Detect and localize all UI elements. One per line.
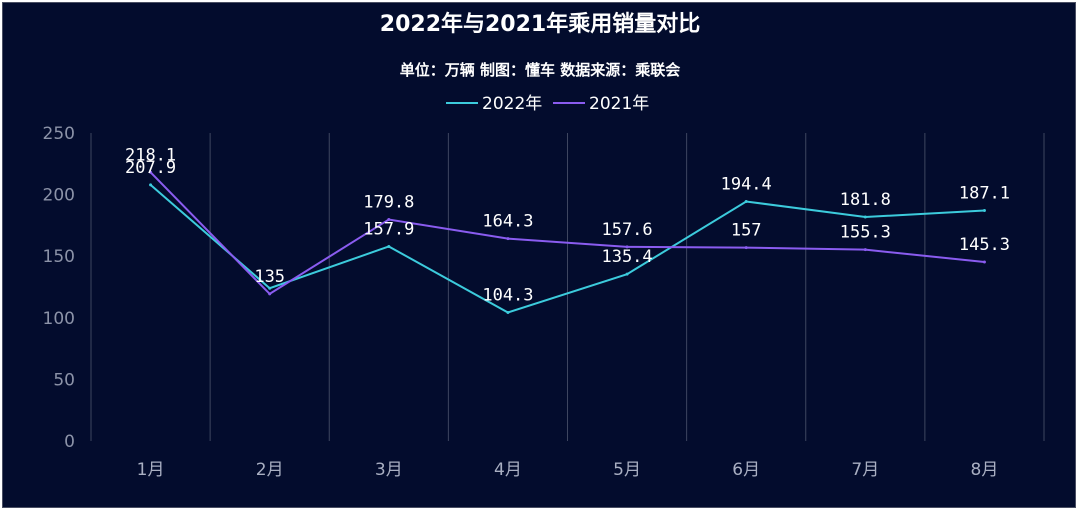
data-label: 181.8 bbox=[840, 190, 891, 210]
data-point[interactable] bbox=[863, 248, 867, 252]
x-axis: 1月 2月 3月 4月 5月 6月 7月 8月 bbox=[137, 460, 999, 480]
y-tick-label: 200 bbox=[43, 186, 75, 206]
data-point[interactable] bbox=[387, 244, 391, 248]
gridlines bbox=[90, 133, 1045, 441]
data-point[interactable] bbox=[506, 311, 510, 315]
data-label: 179.8 bbox=[363, 192, 414, 212]
data-point[interactable] bbox=[506, 237, 510, 241]
series-line-2021年[interactable] bbox=[149, 171, 985, 296]
y-tick-label: 0 bbox=[64, 432, 75, 452]
x-tick-label: 6月 bbox=[732, 460, 760, 480]
data-label: 157.9 bbox=[363, 219, 414, 239]
x-tick-label: 7月 bbox=[851, 460, 879, 480]
data-point[interactable] bbox=[744, 199, 748, 203]
data-label: 104.3 bbox=[482, 286, 533, 306]
x-tick-label: 4月 bbox=[494, 460, 522, 480]
data-point[interactable] bbox=[744, 246, 748, 250]
data-point[interactable] bbox=[387, 217, 391, 221]
data-label: 218.1 bbox=[125, 145, 176, 165]
data-point[interactable] bbox=[982, 260, 986, 264]
data-label: 207.9 bbox=[125, 158, 176, 178]
data-point[interactable] bbox=[149, 170, 153, 174]
x-tick-label: 2月 bbox=[256, 460, 284, 480]
line-chart: 2022年与2021年乘用销量对比 单位：万辆 制图：懂车 数据来源：乘联会 2… bbox=[43, 11, 1045, 480]
y-axis: 0 50 100 150 200 250 bbox=[43, 124, 75, 452]
data-labels: 207.9 157.9 104.3 135.4 194.4 181.8 187.1 218.1… bbox=[125, 145, 1010, 305]
y-tick-label: 50 bbox=[53, 370, 75, 390]
legend-item-2022[interactable]: 2022年 bbox=[446, 94, 542, 114]
chart-subtitle: 单位：万辆 制图：懂车 数据来源：乘联会 bbox=[400, 61, 680, 79]
data-point[interactable] bbox=[625, 272, 629, 276]
y-tick-label: 250 bbox=[43, 124, 75, 144]
data-label: 157.6 bbox=[601, 220, 652, 240]
legend-label-2022: 2022年 bbox=[482, 94, 542, 114]
data-label: 194.4 bbox=[721, 174, 772, 194]
series-lines bbox=[149, 170, 986, 315]
data-point[interactable] bbox=[982, 208, 986, 212]
x-tick-label: 1月 bbox=[137, 460, 165, 480]
data-label: 157 bbox=[731, 221, 762, 241]
x-tick-label: 3月 bbox=[375, 460, 403, 480]
x-tick-label: 8月 bbox=[971, 460, 999, 480]
data-point[interactable] bbox=[268, 292, 272, 296]
chart-title: 2022年与2021年乘用销量对比 bbox=[380, 11, 700, 37]
data-label: 145.3 bbox=[959, 235, 1010, 255]
data-label: 135.4 bbox=[601, 247, 652, 267]
data-label: 135 bbox=[254, 267, 285, 287]
y-tick-label: 150 bbox=[43, 247, 75, 267]
data-label: 155.3 bbox=[840, 223, 891, 243]
legend-item-2021[interactable]: 2021年 bbox=[553, 94, 649, 114]
chart-container: 2022年与2021年乘用销量对比 单位：万辆 制图：懂车 数据来源：乘联会 2… bbox=[2, 2, 1076, 508]
legend-label-2021: 2021年 bbox=[589, 94, 649, 114]
x-tick-label: 5月 bbox=[613, 460, 641, 480]
data-point[interactable] bbox=[268, 286, 272, 290]
data-point[interactable] bbox=[625, 245, 629, 249]
legend[interactable]: 2022年 2021年 bbox=[446, 94, 649, 114]
data-label: 164.3 bbox=[482, 212, 533, 232]
data-point[interactable] bbox=[863, 215, 867, 219]
data-label: 187.1 bbox=[959, 183, 1010, 203]
y-tick-label: 100 bbox=[43, 309, 75, 329]
data-point[interactable] bbox=[149, 183, 153, 187]
